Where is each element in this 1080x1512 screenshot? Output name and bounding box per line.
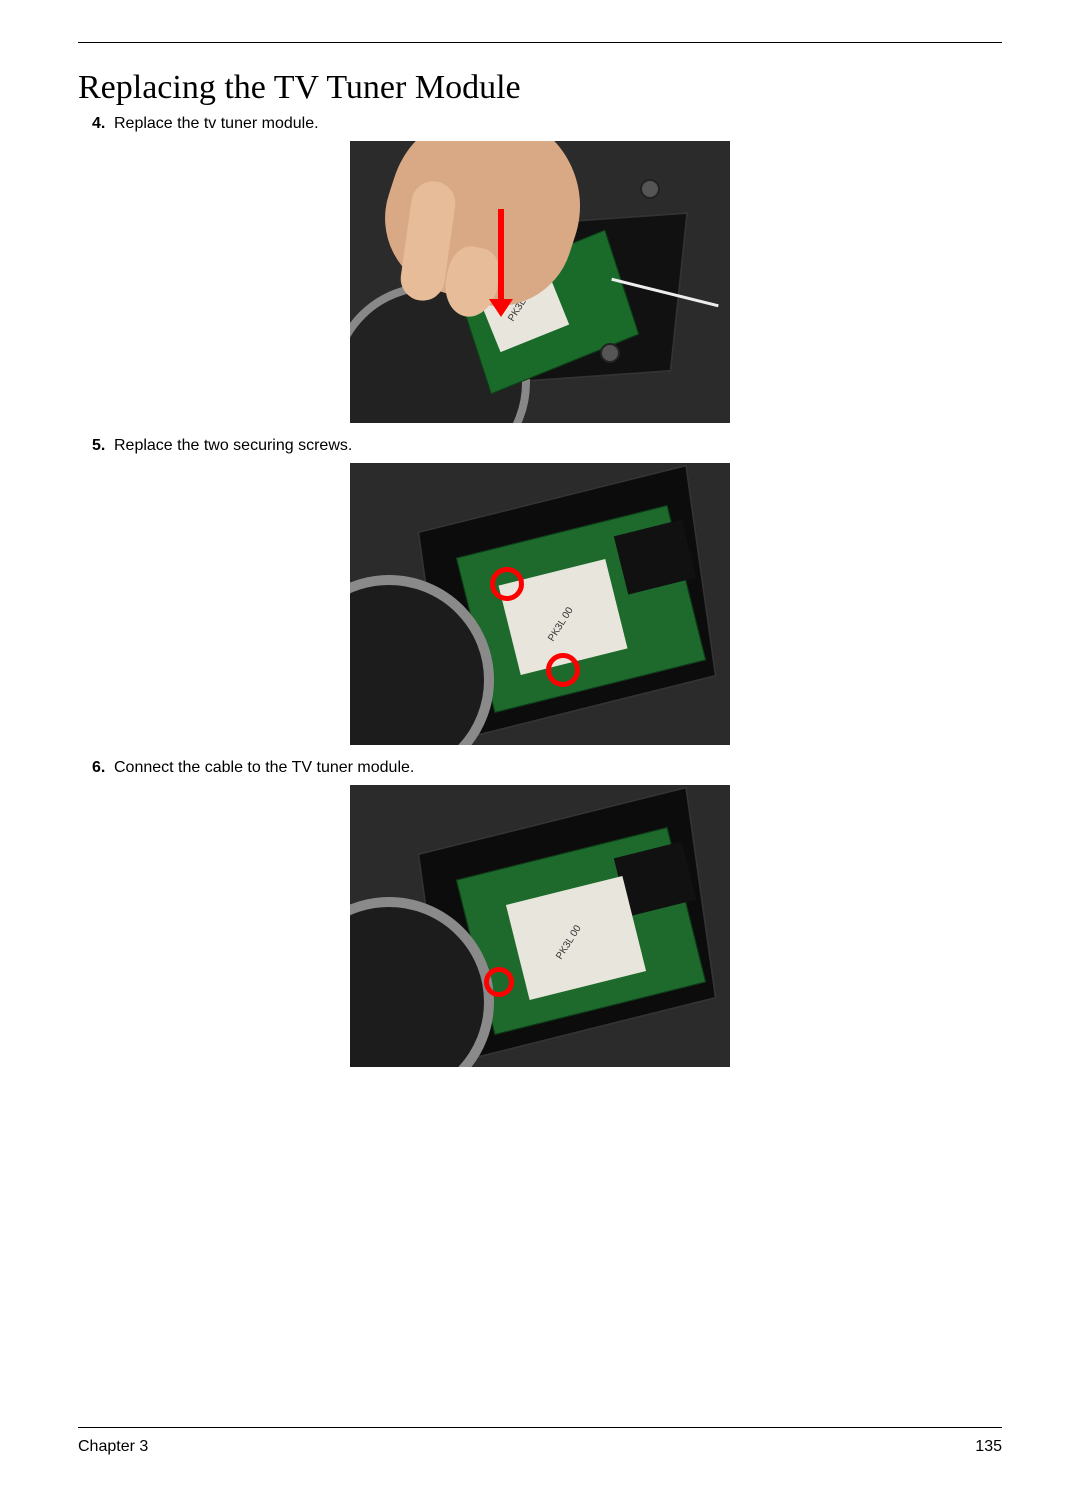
figure-2-wrap: PK3L 00 [78,463,1002,745]
connector-marker [484,967,514,997]
screw-marker-1 [490,567,524,601]
manual-page: Replacing the TV Tuner Module 4. Replace… [0,0,1080,1067]
figure-1-wrap: PK3L 00 [78,141,1002,423]
page-footer: Chapter 3 135 [78,1427,1002,1456]
step-text: Connect the cable to the TV tuner module… [114,759,414,777]
chapter-label: Chapter 3 [78,1438,148,1456]
step-4: 4. Replace the tv tuner module. [92,115,1002,133]
step-6: 6. Connect the cable to the TV tuner mod… [92,759,1002,777]
step-number: 4. [92,115,114,133]
figure-3: PK3L 00 [350,785,730,1067]
figure-1: PK3L 00 [350,141,730,423]
screw-marker-2 [546,653,580,687]
section-title: Replacing the TV Tuner Module [78,69,1002,107]
top-rule [78,42,1002,43]
step-number: 5. [92,437,114,455]
insertion-arrow [498,209,513,317]
step-5: 5. Replace the two securing screws. [92,437,1002,455]
page-number: 135 [975,1438,1002,1456]
step-number: 6. [92,759,114,777]
step-text: Replace the tv tuner module. [114,115,319,133]
step-text: Replace the two securing screws. [114,437,352,455]
figure-3-wrap: PK3L 00 [78,785,1002,1067]
figure-2: PK3L 00 [350,463,730,745]
bottom-rule [78,1427,1002,1428]
